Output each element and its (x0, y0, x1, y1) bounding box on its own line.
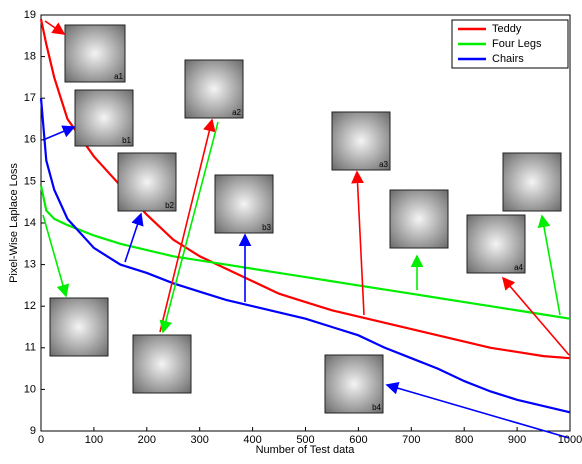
y-tick-label: 16 (24, 134, 36, 146)
chart: Number of Test data Pixel-Wise Laplace L… (0, 0, 582, 459)
x-tick-label: 900 (508, 434, 526, 446)
thumbnail-label: b3 (262, 223, 271, 232)
y-tick-label: 19 (24, 9, 36, 21)
legend-label: Teddy (492, 23, 522, 35)
thumbnail-label: b4 (372, 403, 381, 412)
thumbnail-label: a1 (114, 72, 123, 81)
thumbnail-label: b1 (122, 136, 131, 145)
thumbnail-label: b2 (165, 201, 174, 210)
x-tick-label: 400 (243, 434, 261, 446)
y-tick-label: 15 (24, 175, 36, 187)
thumbnail-label: a4 (514, 263, 523, 272)
thumbnail-label: a2 (232, 108, 241, 117)
y-tick-label: 10 (24, 383, 36, 395)
y-tick-label: 12 (24, 300, 36, 312)
y-tick-label: 17 (24, 92, 36, 104)
y-tick-label: 9 (30, 425, 36, 437)
x-tick-label: 700 (402, 434, 420, 446)
x-tick-label: 100 (85, 434, 103, 446)
y-tick-label: 14 (24, 217, 36, 229)
legend-label: Chairs (492, 53, 524, 65)
x-tick-label: 300 (191, 434, 209, 446)
y-axis-label: Pixel-Wise Laplace Loss (8, 163, 20, 283)
x-tick-label: 200 (138, 434, 156, 446)
y-tick-label: 13 (24, 259, 36, 271)
y-tick-label: 18 (24, 51, 36, 63)
legend-label: Four Legs (492, 38, 542, 50)
x-tick-label: 0 (38, 434, 44, 446)
x-tick-label: 800 (455, 434, 473, 446)
x-tick-label: 600 (349, 434, 367, 446)
x-tick-label: 500 (296, 434, 314, 446)
y-tick-label: 11 (25, 342, 36, 354)
x-tick-label: 1000 (558, 434, 582, 446)
thumbnail-label: a3 (379, 160, 388, 169)
